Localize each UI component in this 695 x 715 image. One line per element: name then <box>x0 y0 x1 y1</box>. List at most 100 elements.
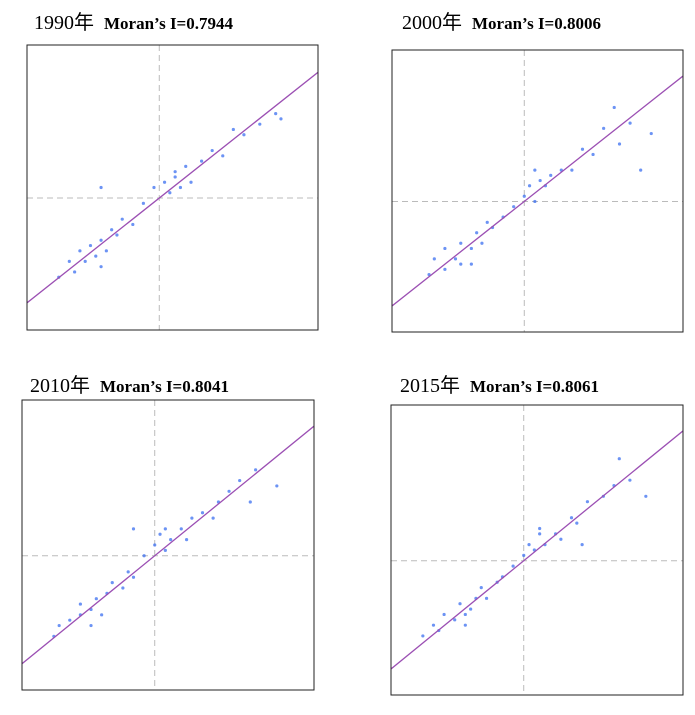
point <box>459 241 463 245</box>
point <box>432 257 436 261</box>
point <box>527 184 532 188</box>
point <box>612 105 616 110</box>
point <box>152 185 156 190</box>
point <box>162 180 167 184</box>
point <box>522 553 526 557</box>
point <box>459 262 463 266</box>
point <box>522 194 526 198</box>
point <box>110 228 114 232</box>
point <box>73 270 77 274</box>
point <box>649 131 653 136</box>
point <box>639 168 643 172</box>
point <box>89 623 93 628</box>
plot-frame <box>390 404 684 696</box>
point <box>104 249 108 253</box>
point <box>231 127 235 132</box>
point <box>131 527 136 531</box>
point <box>538 526 542 531</box>
point <box>68 618 72 622</box>
point <box>67 259 71 263</box>
morans-i: Moran’s I=0.8006 <box>472 14 601 33</box>
point <box>189 180 193 184</box>
point <box>463 612 467 617</box>
point <box>142 554 146 558</box>
point <box>200 159 204 163</box>
point <box>275 484 279 488</box>
point <box>580 543 584 547</box>
plot-frame <box>21 399 315 691</box>
point <box>200 511 205 515</box>
point <box>158 532 162 536</box>
morans-i: Moran’s I=0.8041 <box>100 377 229 396</box>
point <box>210 148 214 153</box>
fit-line <box>392 75 683 307</box>
point <box>580 147 585 151</box>
point <box>121 586 125 590</box>
point <box>179 527 183 531</box>
point <box>453 257 458 261</box>
point <box>131 575 136 579</box>
point <box>443 267 447 271</box>
point <box>173 170 177 174</box>
fit-line <box>391 430 683 670</box>
fit-line <box>22 425 314 665</box>
point <box>538 532 542 536</box>
point <box>274 112 278 116</box>
point <box>190 516 194 520</box>
point <box>431 623 436 627</box>
morans-i: Moran’s I=0.7944 <box>104 14 233 33</box>
panel: 2000年 Moran’s I=0.8006 <box>391 11 684 333</box>
point <box>100 613 104 617</box>
point <box>120 217 124 221</box>
point <box>485 220 489 224</box>
point <box>115 233 119 237</box>
point <box>211 516 215 520</box>
year: 2015年 <box>400 374 460 397</box>
point <box>254 468 258 472</box>
plot-frame <box>26 44 319 331</box>
plot-area <box>22 400 314 690</box>
point <box>110 580 114 585</box>
point <box>570 168 574 172</box>
plot-area <box>391 405 683 695</box>
point <box>559 537 563 541</box>
panel-title: 2010年 Moran’s I=0.8041 <box>30 374 229 397</box>
point <box>221 154 225 158</box>
panel-title: 1990年 Moran’s I=0.7944 <box>34 11 233 34</box>
point <box>453 618 457 622</box>
point <box>126 570 130 574</box>
point <box>141 201 145 205</box>
point <box>99 265 103 269</box>
point <box>569 516 574 520</box>
point <box>479 585 483 590</box>
point <box>184 164 188 168</box>
point <box>99 238 103 242</box>
point <box>279 117 283 121</box>
plot-frame <box>391 49 684 333</box>
plot-area <box>27 45 318 330</box>
point <box>94 597 98 601</box>
point <box>458 602 462 606</box>
point <box>131 222 135 227</box>
point <box>527 543 531 547</box>
point <box>99 185 103 190</box>
point <box>248 500 252 504</box>
point <box>227 489 231 493</box>
point <box>585 500 590 504</box>
year: 1990年 <box>34 11 94 34</box>
point <box>94 254 98 258</box>
point <box>549 173 553 177</box>
point <box>512 205 516 209</box>
point <box>628 478 632 482</box>
panel: 1990年 Moran’s I=0.7944 <box>26 11 319 331</box>
point <box>533 199 537 204</box>
point <box>484 596 489 600</box>
point <box>602 126 606 130</box>
point <box>57 623 61 628</box>
point <box>480 241 484 245</box>
fit-line <box>27 71 318 304</box>
point <box>168 191 172 195</box>
point <box>178 185 183 190</box>
point <box>421 634 425 638</box>
